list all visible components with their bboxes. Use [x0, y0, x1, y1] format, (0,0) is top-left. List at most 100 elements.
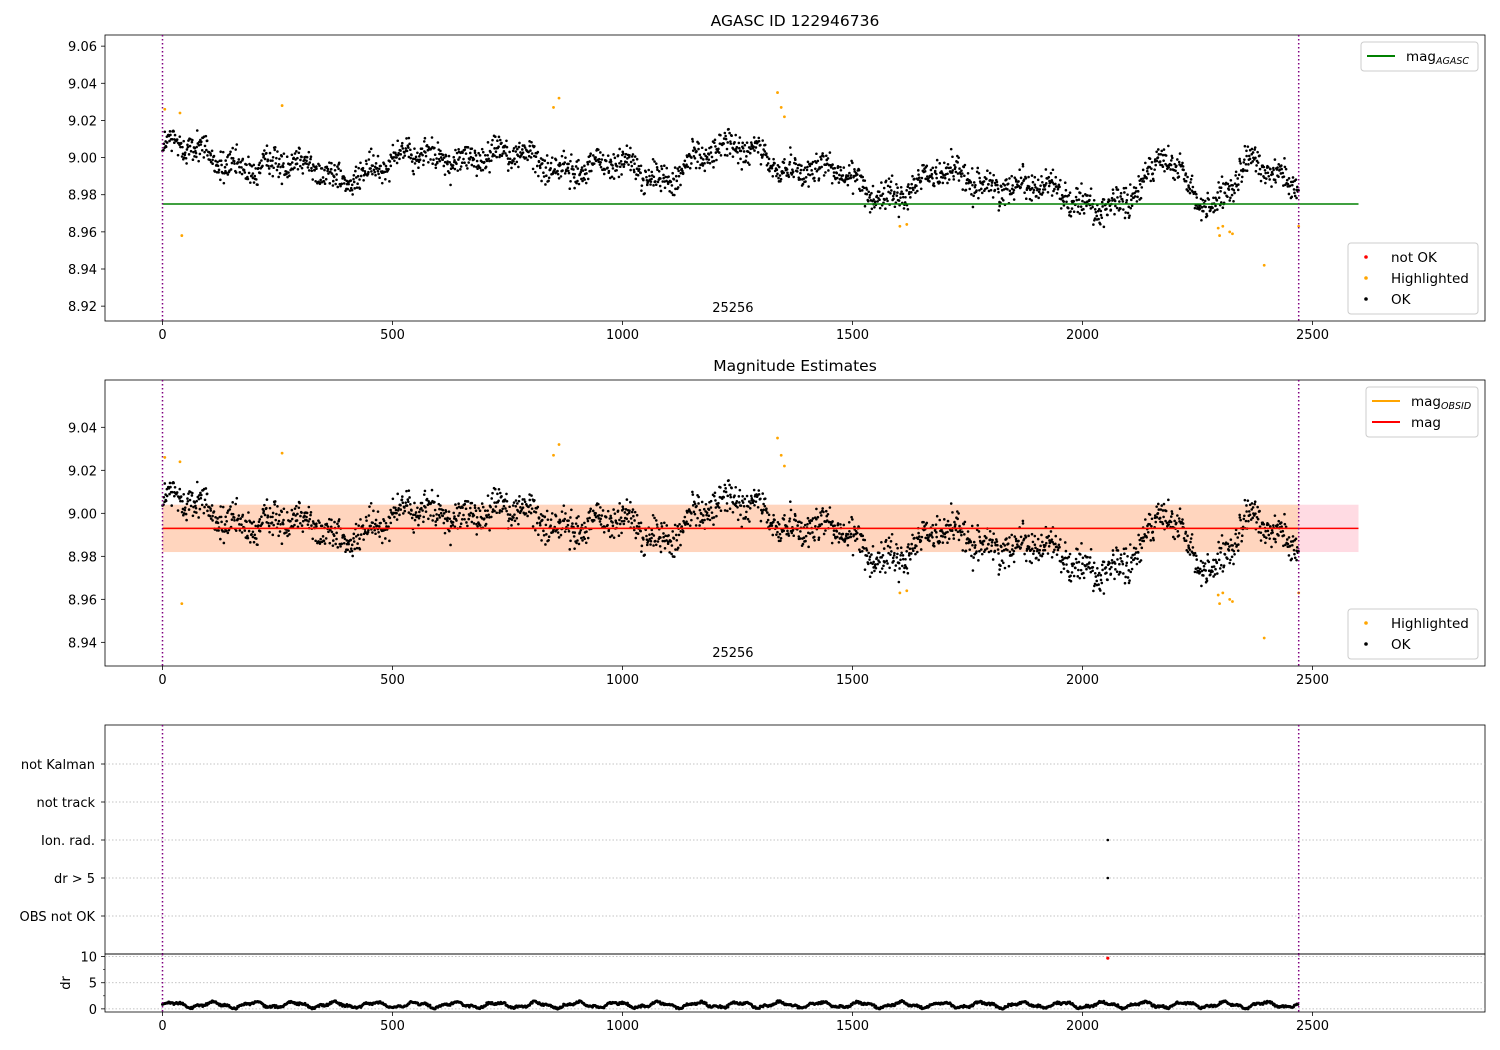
ok-point: [885, 559, 888, 563]
ok-point: [893, 205, 897, 209]
ok-point: [1184, 179, 1188, 183]
ok-point: [668, 190, 671, 193]
ok-point: [163, 130, 167, 134]
ok-point: [233, 162, 236, 165]
ok-point: [928, 180, 931, 183]
ok-point: [717, 151, 721, 154]
ok-point: [1245, 510, 1248, 513]
ok-point: [389, 164, 393, 168]
ok-point: [987, 182, 990, 186]
ok-point: [1108, 199, 1111, 202]
ok-point: [730, 134, 733, 138]
ok-point: [417, 523, 420, 527]
ok-point: [1157, 153, 1161, 156]
ok-point: [438, 507, 441, 511]
ok-point: [536, 505, 540, 509]
ok-point: [497, 499, 500, 503]
ok-point: [370, 170, 373, 173]
ok-point: [1113, 577, 1116, 581]
ok-point: [628, 509, 631, 513]
ok-point: [486, 153, 489, 157]
ok-point: [359, 518, 362, 521]
ok-point: [700, 156, 703, 160]
ok-point: [777, 165, 781, 169]
ok-point: [1033, 543, 1037, 547]
ok-point: [205, 139, 209, 142]
ok-point: [1037, 190, 1041, 194]
ok-point: [709, 145, 713, 149]
ok-point: [517, 145, 521, 149]
ok-point: [786, 529, 789, 533]
ok-point: [649, 543, 652, 546]
ok-point: [335, 178, 338, 182]
ok-point: [799, 530, 802, 533]
ok-point: [1109, 208, 1113, 212]
ok-point: [377, 172, 380, 176]
ok-point: [653, 160, 656, 163]
ok-point: [514, 499, 518, 502]
ok-point: [831, 163, 834, 166]
ok-point: [1167, 523, 1171, 526]
ok-point: [873, 200, 877, 204]
ok-point: [1151, 536, 1155, 540]
ok-point: [633, 510, 637, 514]
ok-point: [198, 507, 202, 511]
ok-point: [1072, 210, 1076, 213]
ok-point: [463, 148, 467, 151]
ok-point: [222, 541, 226, 545]
ok-point: [563, 161, 567, 164]
ok-point: [540, 162, 544, 165]
ok-point: [1076, 187, 1079, 190]
ok-point: [752, 145, 755, 149]
ok-point: [1190, 533, 1194, 536]
ok-point: [1008, 189, 1012, 193]
ok-point: [1202, 574, 1205, 577]
ok-point: [436, 141, 440, 144]
ok-point: [178, 135, 182, 138]
ok-point: [1212, 196, 1215, 200]
ok-point: [910, 552, 913, 555]
ok-point: [549, 518, 553, 521]
ok-point: [1236, 177, 1240, 180]
ok-point: [662, 532, 665, 535]
ok-point: [352, 540, 356, 543]
ok-point: [1114, 204, 1117, 208]
ok-point: [992, 173, 995, 177]
ok-point: [490, 143, 493, 147]
ok-point: [1105, 571, 1108, 575]
ok-point: [336, 185, 340, 189]
ok-point: [1128, 579, 1131, 582]
ok-point: [1291, 176, 1295, 179]
ok-point: [185, 502, 189, 506]
ok-point: [1099, 589, 1102, 592]
ok-point: [1011, 544, 1014, 547]
ok-point: [1158, 516, 1162, 520]
ok-point: [736, 518, 740, 522]
ok-point: [311, 520, 315, 523]
ok-point: [1031, 540, 1035, 544]
ok-point: [695, 504, 698, 508]
ok-point: [233, 519, 236, 522]
ok-point: [743, 143, 747, 147]
ok-point: [454, 503, 457, 506]
ok-point: [556, 172, 560, 176]
ok-point: [243, 529, 247, 532]
ok-point: [205, 492, 209, 496]
ok-point: [635, 524, 639, 528]
ok-point: [952, 178, 956, 181]
ok-point: [767, 157, 771, 161]
ok-point: [1030, 199, 1034, 202]
ok-point: [247, 511, 250, 514]
ok-point: [183, 153, 187, 157]
ok-point: [665, 166, 669, 170]
legend-dot-marker: [1364, 255, 1368, 259]
ok-point: [448, 171, 451, 175]
ok-point: [577, 542, 581, 546]
ok-point: [396, 492, 400, 496]
ok-point: [1117, 209, 1121, 212]
ok-point: [409, 148, 412, 152]
ok-point: [1198, 567, 1202, 571]
ok-point: [637, 164, 641, 168]
ok-point: [1097, 571, 1101, 575]
ok-point: [661, 539, 665, 543]
